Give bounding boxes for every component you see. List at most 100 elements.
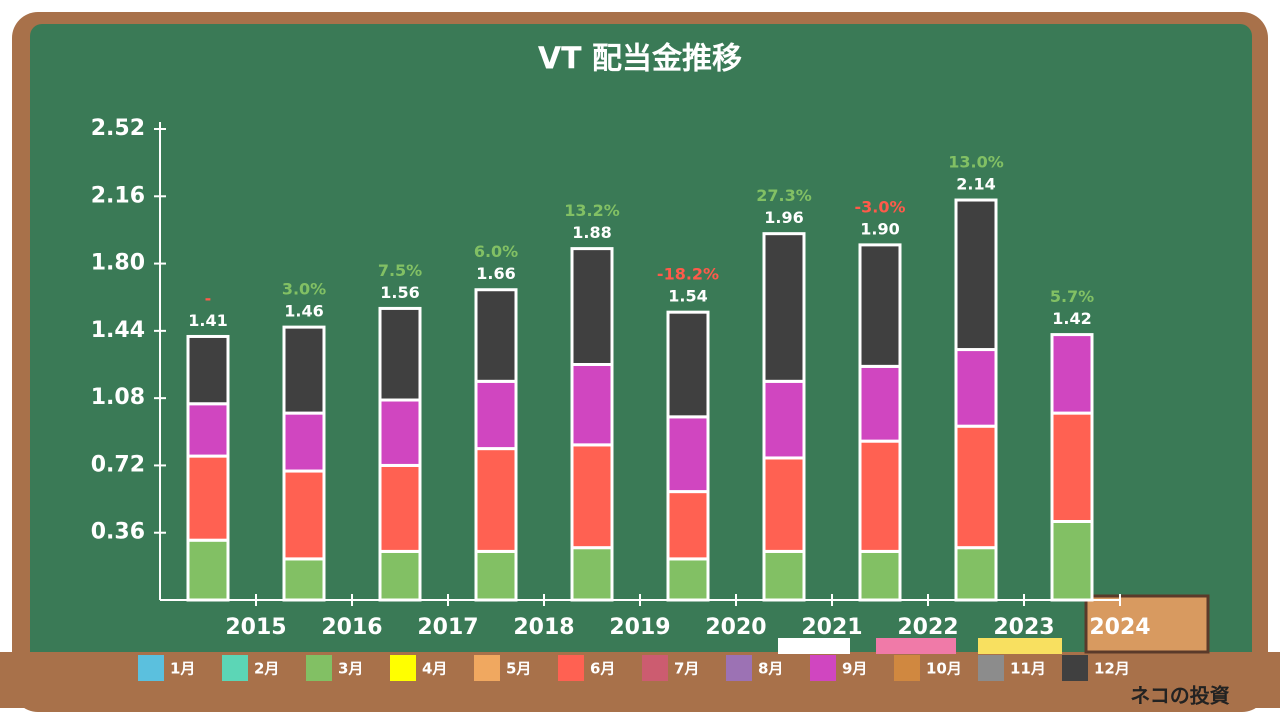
total-label: 1.41 bbox=[188, 311, 227, 330]
bar-segment bbox=[186, 402, 230, 458]
legend-swatch bbox=[306, 655, 332, 681]
bar-segment bbox=[666, 415, 710, 494]
y-tick-label: 0.36 bbox=[91, 520, 145, 545]
bar-segment bbox=[1050, 520, 1094, 602]
chart-title: VT 配当金推移 bbox=[538, 42, 742, 77]
bar-segment bbox=[474, 549, 518, 602]
bar-segment bbox=[570, 363, 614, 447]
y-tick-label: 1.08 bbox=[91, 385, 145, 410]
bar-segment bbox=[186, 454, 230, 542]
y-tick-label: 2.16 bbox=[91, 183, 145, 208]
eraser bbox=[1084, 594, 1210, 654]
bar-segment bbox=[762, 379, 806, 460]
x-tick-label: 2015 bbox=[225, 615, 286, 640]
bar-segment bbox=[954, 198, 998, 352]
x-tick-label: 2022 bbox=[897, 615, 958, 640]
legend-label: 10月 bbox=[926, 660, 962, 678]
legend-swatch bbox=[726, 655, 752, 681]
y-tick-label: 1.80 bbox=[91, 251, 145, 276]
bar-segment bbox=[282, 411, 326, 473]
bar-segment bbox=[474, 288, 518, 383]
growth-label: 13.2% bbox=[564, 201, 620, 220]
total-label: 1.96 bbox=[764, 208, 803, 227]
legend-swatch bbox=[138, 655, 164, 681]
bar-segment bbox=[282, 469, 326, 561]
y-tick-label: 0.72 bbox=[91, 452, 145, 477]
x-tick-label: 2016 bbox=[321, 615, 382, 640]
bar-segment bbox=[378, 549, 422, 602]
bar-segment bbox=[762, 232, 806, 383]
x-tick-label: 2018 bbox=[513, 615, 574, 640]
bar-segment bbox=[570, 546, 614, 602]
growth-label: 7.5% bbox=[378, 261, 422, 280]
legend-label: 5月 bbox=[506, 660, 531, 678]
legend-label: 6月 bbox=[590, 660, 615, 678]
bar-segment bbox=[474, 447, 518, 553]
bar-segment bbox=[954, 546, 998, 602]
bar-segment bbox=[1050, 411, 1094, 524]
legend-label: 1月 bbox=[170, 660, 195, 678]
bar-segment bbox=[858, 243, 902, 368]
legend-swatch bbox=[810, 655, 836, 681]
x-tick-label: 2024 bbox=[1089, 615, 1150, 640]
legend-label: 2月 bbox=[254, 660, 279, 678]
bar-segment bbox=[762, 456, 806, 553]
legend-label: 8月 bbox=[758, 660, 783, 678]
y-tick-label: 1.44 bbox=[91, 318, 145, 343]
bar-segment bbox=[666, 557, 710, 602]
legend-swatch bbox=[474, 655, 500, 681]
growth-label: -3.0% bbox=[854, 197, 905, 216]
total-label: 1.56 bbox=[380, 283, 419, 302]
growth-label: -18.2% bbox=[657, 265, 719, 284]
x-tick-label: 2019 bbox=[609, 615, 670, 640]
legend-swatch bbox=[894, 655, 920, 681]
y-tick-label: 2.52 bbox=[91, 116, 145, 141]
total-label: 1.88 bbox=[572, 223, 611, 242]
legend-swatch bbox=[558, 655, 584, 681]
bar-segment bbox=[762, 549, 806, 602]
growth-label: - bbox=[205, 289, 212, 308]
growth-label: 5.7% bbox=[1050, 287, 1094, 306]
bar-segment bbox=[858, 364, 902, 443]
bar-segment bbox=[282, 325, 326, 415]
bar-segment bbox=[378, 398, 422, 467]
legend-label: 12月 bbox=[1094, 660, 1130, 678]
total-label: 1.46 bbox=[284, 302, 323, 321]
total-label: 1.66 bbox=[476, 264, 515, 283]
bar-segment bbox=[954, 348, 998, 428]
x-tick-label: 2020 bbox=[705, 615, 766, 640]
bar-segment bbox=[954, 424, 998, 550]
legend-label: 3月 bbox=[338, 660, 363, 678]
legend-label: 7月 bbox=[674, 660, 699, 678]
total-label: 1.90 bbox=[860, 219, 899, 238]
total-label: 2.14 bbox=[956, 175, 995, 194]
legend-label: 4月 bbox=[422, 660, 447, 678]
chalk bbox=[978, 638, 1062, 654]
legend-swatch bbox=[978, 655, 1004, 681]
total-label: 1.42 bbox=[1052, 309, 1091, 328]
growth-label: 13.0% bbox=[948, 153, 1004, 172]
bar-segment bbox=[570, 247, 614, 366]
board bbox=[30, 24, 1252, 664]
bar-segment bbox=[378, 306, 422, 402]
bar-segment bbox=[666, 310, 710, 419]
bar-segment bbox=[186, 334, 230, 406]
chalk bbox=[876, 638, 956, 654]
growth-label: 3.0% bbox=[282, 280, 326, 299]
legend-label: 11月 bbox=[1010, 660, 1046, 678]
bar-segment bbox=[570, 443, 614, 550]
legend-swatch bbox=[642, 655, 668, 681]
legend-label: 9月 bbox=[842, 660, 867, 678]
bar-segment bbox=[378, 463, 422, 553]
bar-segment bbox=[666, 490, 710, 561]
bar-segment bbox=[858, 549, 902, 602]
brand: ネコの投資 bbox=[1130, 684, 1230, 708]
bar-segment bbox=[186, 538, 230, 602]
total-label: 1.54 bbox=[668, 287, 707, 306]
growth-label: 27.3% bbox=[756, 186, 812, 205]
chalk bbox=[778, 638, 850, 654]
legend-swatch bbox=[222, 655, 248, 681]
bar-segment bbox=[474, 379, 518, 451]
x-tick-label: 2023 bbox=[993, 615, 1054, 640]
